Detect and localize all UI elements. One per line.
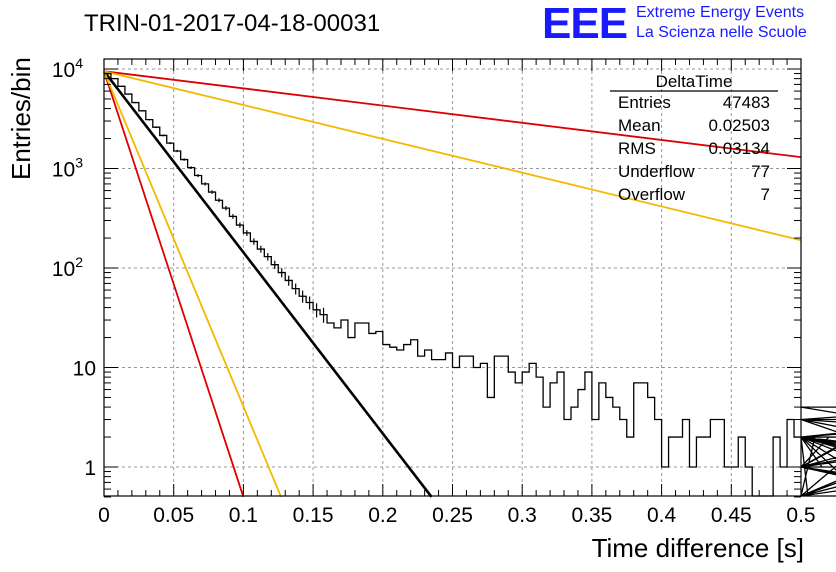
histogram-steps	[104, 72, 836, 497]
fit-curve-3	[103, 70, 802, 159]
x-tick-label: 0.3	[508, 504, 537, 527]
y-axis-label: Entries/bin	[6, 57, 36, 180]
x-tick-label: 0.45	[711, 504, 752, 527]
fit-curve-2	[103, 70, 282, 498]
tick-labels: 0 0.05 0.1 0.15 0.2 0.25 0.3 0.35 0.4 0.45 0.5 1 10 1…	[52, 55, 816, 527]
logo-line1: Extreme Energy Events	[636, 4, 805, 21]
stats-value: 47483	[722, 93, 770, 112]
stats-value: 7	[760, 185, 770, 204]
stats-value: 0.03134	[708, 139, 770, 158]
x-tick-label: 0.15	[293, 504, 334, 527]
x-tick-label: 0.25	[432, 504, 473, 527]
x-axis-label: Time difference [s]	[591, 533, 804, 563]
stats-label: Overflow	[618, 185, 686, 204]
fit-curve-0	[102, 70, 433, 498]
x-tick-label: 0.5	[786, 504, 815, 527]
stats-label: Entries	[618, 93, 671, 112]
y-tick-label: 102	[52, 254, 83, 281]
eee-logo: EEE	[542, 0, 628, 48]
stats-label: Underflow	[618, 162, 695, 181]
stats-value: 0.02503	[708, 116, 770, 135]
fit-curves	[102, 70, 802, 498]
x-tick-label: 0.05	[153, 504, 194, 527]
axis-ticks	[103, 59, 802, 498]
logo-caption: Extreme Energy Events La Scienza nelle S…	[636, 3, 807, 43]
logo-line2: La Scienza nelle Scuole	[636, 24, 807, 41]
x-tick-label: 0.1	[229, 504, 258, 527]
x-tick-label: 0.4	[647, 504, 677, 527]
y-tick-label: 104	[52, 55, 83, 82]
stats-title: DeltaTime	[655, 72, 733, 91]
stats-value: 77	[751, 162, 770, 181]
x-tick-label: 0.35	[571, 504, 612, 527]
grid	[104, 59, 801, 496]
y-tick-label: 103	[52, 155, 83, 182]
x-tick-label: 0	[98, 504, 110, 527]
chart-title: TRIN-01-2017-04-18-00031	[84, 10, 381, 37]
y-tick-label: 1	[84, 457, 96, 480]
fit-curve-4	[103, 70, 802, 242]
fit-curve-1	[103, 70, 245, 498]
histogram	[104, 72, 836, 497]
x-tick-label: 0.2	[368, 504, 397, 527]
stats-label: Mean	[618, 116, 661, 135]
stats-label: RMS	[618, 139, 656, 158]
y-tick-label: 10	[73, 358, 96, 381]
